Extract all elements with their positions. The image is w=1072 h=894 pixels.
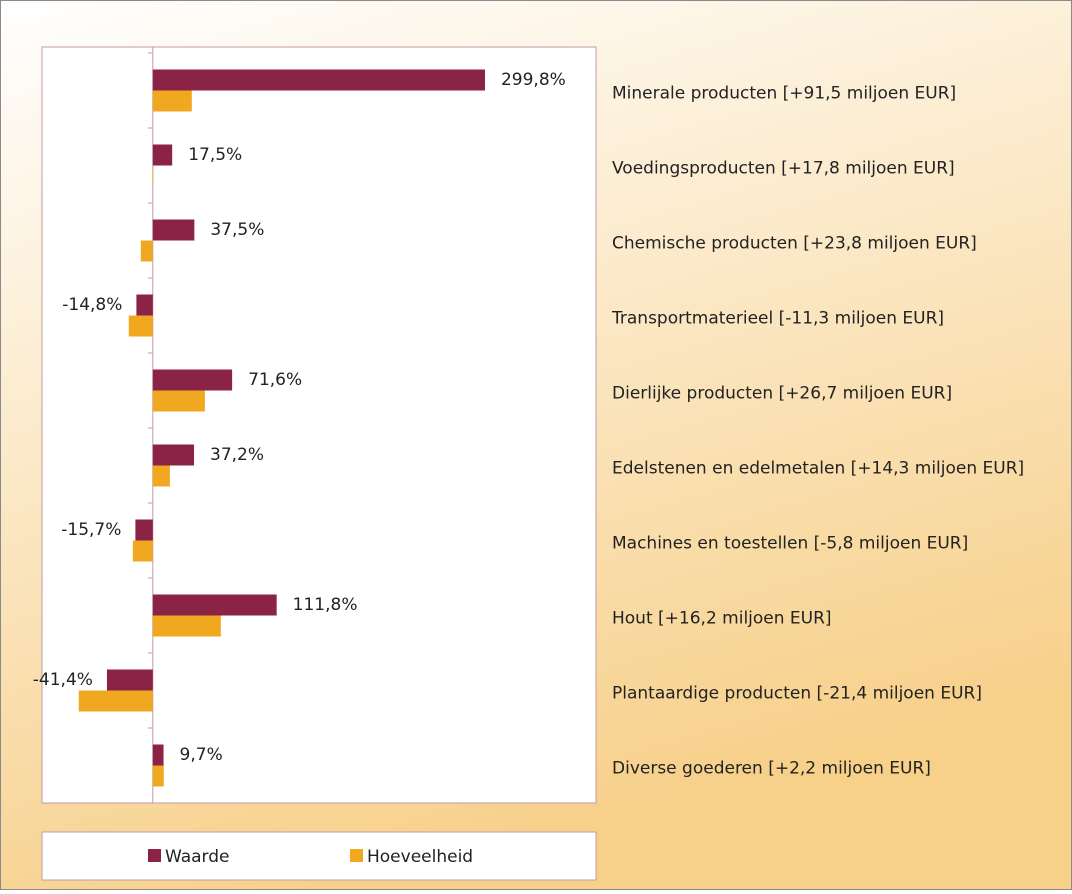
- category-label: Dierlijke producten [+26,7 miljoen EUR]: [612, 384, 952, 404]
- legend-label: Hoeveelheid: [367, 847, 473, 867]
- category-label: Edelstenen en edelmetalen [+14,3 miljoen…: [612, 459, 1024, 479]
- bar: [128, 315, 153, 337]
- bar: [152, 369, 233, 391]
- data-label: 71,6%: [248, 370, 302, 390]
- bar: [136, 294, 153, 316]
- bar: [152, 69, 485, 91]
- data-label: 17,5%: [188, 145, 242, 165]
- bar: [152, 165, 154, 187]
- category-label: Minerale producten [+91,5 miljoen EUR]: [612, 84, 956, 104]
- bar: [152, 90, 192, 112]
- bar: [152, 594, 277, 616]
- bar: [152, 765, 164, 787]
- bar: [78, 690, 153, 712]
- category-label: Chemische producten [+23,8 miljoen EUR]: [612, 234, 977, 254]
- category-label: Hout [+16,2 miljoen EUR]: [612, 609, 832, 629]
- bar: [152, 444, 195, 466]
- category-label: Plantaardige producten [-21,4 miljoen EU…: [612, 684, 982, 704]
- legend-swatch: [350, 849, 363, 862]
- data-label: 111,8%: [293, 595, 358, 615]
- data-label: -41,4%: [33, 670, 93, 690]
- category-label: Voedingsproducten [+17,8 miljoen EUR]: [612, 159, 955, 179]
- bar: [132, 540, 153, 562]
- bar: [140, 240, 153, 262]
- data-label: 37,2%: [210, 445, 264, 465]
- data-label: -15,7%: [61, 520, 121, 540]
- data-label: 9,7%: [180, 745, 223, 765]
- bar: [152, 615, 221, 637]
- bar: [106, 669, 153, 691]
- legend-swatch: [148, 849, 161, 862]
- bar: [152, 390, 205, 412]
- data-label: -14,8%: [62, 295, 122, 315]
- bar: [152, 465, 170, 487]
- data-label: 37,5%: [210, 220, 264, 240]
- legend-label: Waarde: [165, 847, 230, 867]
- bar: [152, 219, 195, 241]
- category-label: Machines en toestellen [-5,8 miljoen EUR…: [612, 534, 968, 554]
- data-label: 299,8%: [501, 70, 566, 90]
- bar: [135, 519, 153, 541]
- bar: [152, 144, 173, 166]
- bar: [152, 744, 164, 766]
- category-label: Transportmaterieel [-11,3 miljoen EUR]: [611, 309, 944, 329]
- legend: [41, 831, 597, 881]
- category-label: Diverse goederen [+2,2 miljoen EUR]: [612, 759, 931, 779]
